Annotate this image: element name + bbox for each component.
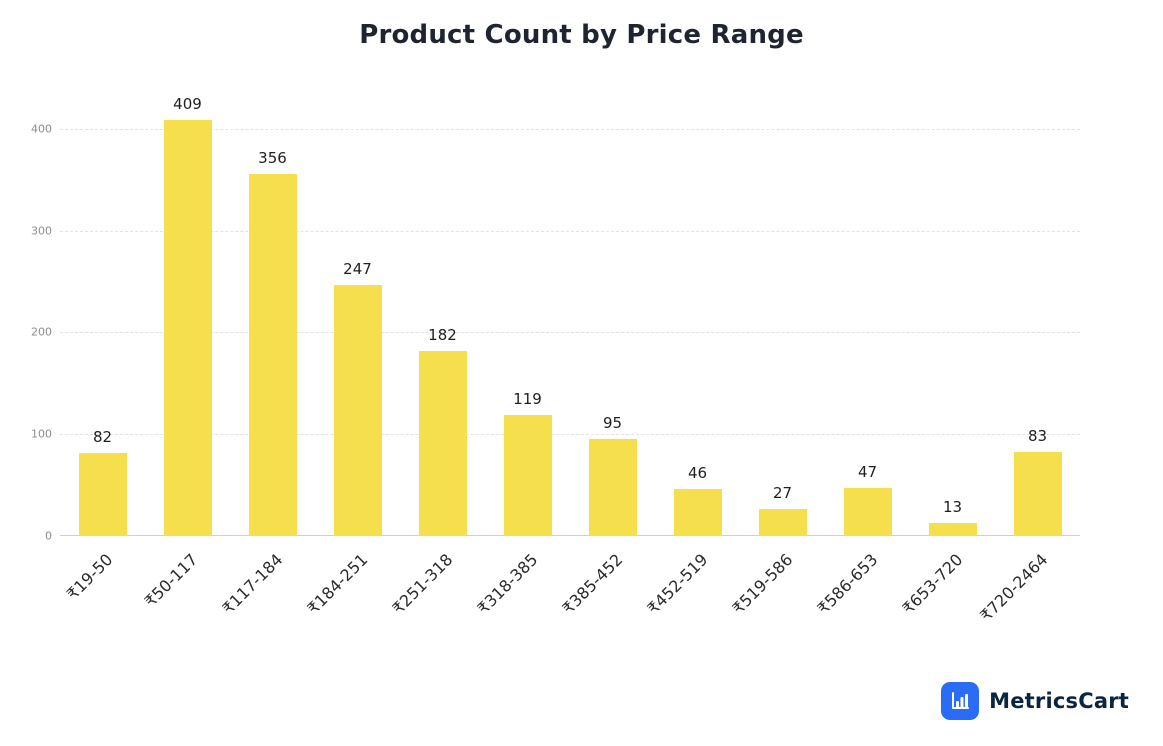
y-tick-label: 300 <box>31 224 52 238</box>
y-tick-label: 200 <box>31 325 52 339</box>
gridline <box>60 434 1080 436</box>
bar-value-label: 82 <box>92 427 113 446</box>
bar-value-label: 356 <box>258 148 287 167</box>
bar-₹50-117 <box>163 119 212 536</box>
gridline <box>60 128 1080 130</box>
bar-chart-icon <box>941 682 980 720</box>
bar-value-label: 13 <box>942 497 963 516</box>
bar-₹653-720 <box>928 522 977 536</box>
bar-value-label: 247 <box>343 259 372 278</box>
bar-value-label: 46 <box>687 464 708 483</box>
bar-₹519-586 <box>758 508 807 536</box>
bar-₹117-184 <box>248 173 297 536</box>
metricscart-logo-text: MetricsCart <box>989 689 1129 713</box>
bar-₹720-2464 <box>1013 451 1062 536</box>
bar-₹184-251 <box>333 284 382 536</box>
chart-title: Product Count by Price Range <box>359 20 804 50</box>
y-tick-label: 400 <box>31 122 52 136</box>
bar-₹318-385 <box>503 414 552 536</box>
bar-value-label: 47 <box>857 463 878 482</box>
bar-₹19-50 <box>78 452 127 536</box>
bar-value-label: 95 <box>602 414 623 433</box>
x-axis-line <box>60 535 1080 536</box>
bar-chart-plot-area: 0 100 200 300 400 82 ₹19-50 409 ₹50-117 356 ₹117-1… <box>31 88 1080 625</box>
y-tick-label: 0 <box>45 529 52 543</box>
gridline <box>60 230 1080 232</box>
metricscart-logo: MetricsCart <box>941 682 1129 720</box>
bar-₹385-452 <box>588 439 637 536</box>
bar-₹586-653 <box>843 488 892 536</box>
bar-value-label: 409 <box>173 94 202 113</box>
bar-value-label: 182 <box>428 325 457 344</box>
bar-value-label: 27 <box>772 483 793 502</box>
bar-value-label: 119 <box>513 389 542 408</box>
bar-₹251-318 <box>418 350 467 536</box>
gridline <box>60 332 1080 334</box>
bar-₹452-519 <box>673 489 722 536</box>
y-tick-label: 100 <box>31 427 52 441</box>
bar-value-label: 83 <box>1027 426 1048 445</box>
